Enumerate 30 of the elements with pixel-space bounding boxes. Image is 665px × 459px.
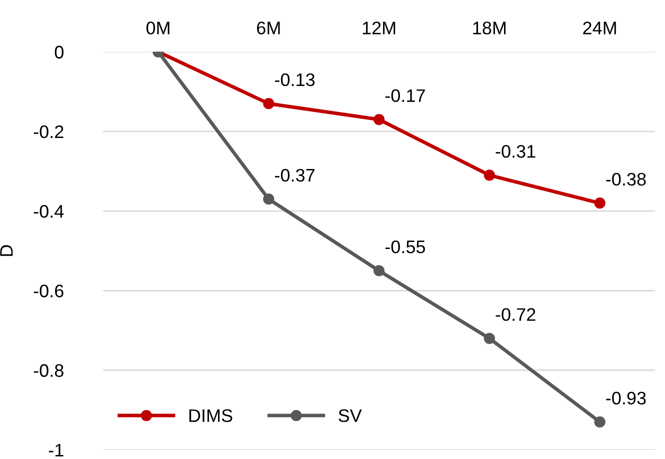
x-tick-label: 12M	[362, 22, 396, 34]
y-tick-label: 0	[54, 46, 64, 59]
data-label: -0.38	[606, 172, 646, 186]
legend-label: DIMS	[189, 409, 232, 422]
y-tick-label: -1	[48, 444, 64, 456]
legend-label: SV	[338, 409, 362, 422]
x-tick-label: 6M	[257, 22, 280, 34]
point	[263, 98, 274, 110]
y-tick-label: -0.6	[34, 284, 64, 298]
point	[594, 416, 606, 428]
x-tick-label: 24M	[583, 22, 616, 34]
y-tick-label: -0.2	[34, 125, 64, 138]
data-label: -0.31	[496, 144, 536, 158]
data-label: -0.37	[275, 168, 314, 182]
y-axis-title: D	[0, 245, 13, 256]
x-tick-label: 18M	[473, 22, 506, 34]
data-label: -0.17	[385, 89, 425, 102]
y-tick-label: -0.4	[34, 204, 64, 218]
point	[373, 265, 385, 276]
data-label: -0.13	[275, 73, 315, 86]
data-label: -0.93	[606, 392, 646, 405]
data-label: -0.72	[496, 308, 536, 321]
point	[484, 332, 495, 344]
data-label: -0.55	[385, 240, 425, 254]
point	[373, 114, 385, 126]
x-tick-label: 0M	[146, 22, 170, 34]
point	[484, 170, 495, 181]
point	[263, 194, 274, 205]
point	[594, 198, 606, 209]
y-tick-label: -0.8	[34, 364, 64, 377]
